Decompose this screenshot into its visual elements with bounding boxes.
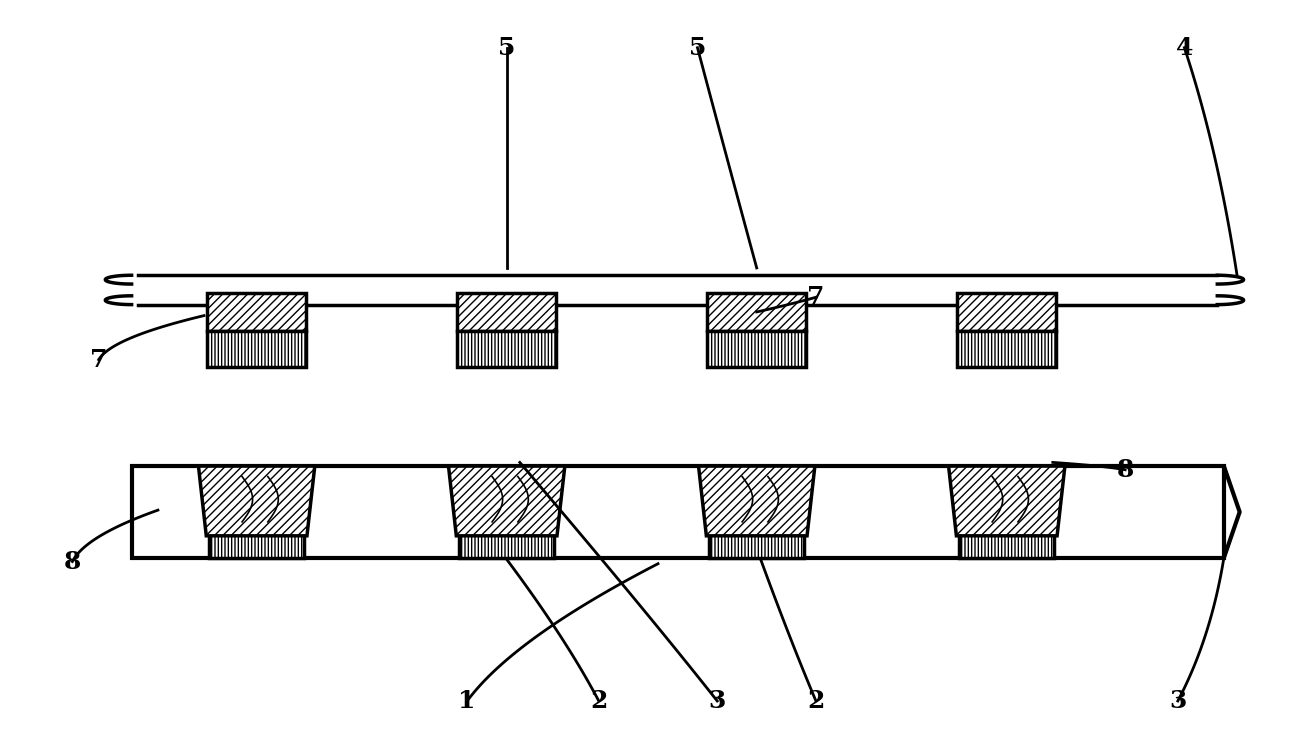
Bar: [709, 515, 804, 558]
Bar: [958, 293, 1055, 331]
Text: 5: 5: [688, 36, 707, 59]
Text: 8: 8: [1116, 458, 1134, 482]
Polygon shape: [199, 466, 315, 536]
Bar: [959, 515, 1054, 558]
Bar: [708, 293, 805, 331]
Bar: [132, 466, 1224, 558]
Text: 8: 8: [63, 550, 82, 573]
Bar: [208, 293, 305, 331]
Text: 3: 3: [708, 689, 726, 713]
Polygon shape: [699, 466, 815, 536]
Bar: [209, 515, 304, 558]
Text: 7: 7: [89, 348, 108, 371]
Text: 2: 2: [590, 689, 608, 713]
Bar: [458, 331, 555, 366]
Bar: [459, 515, 554, 558]
Text: 1: 1: [458, 689, 476, 713]
Text: 3: 3: [1169, 689, 1187, 713]
Bar: [708, 331, 805, 366]
Text: 4: 4: [1175, 36, 1194, 59]
Bar: [208, 331, 305, 366]
Polygon shape: [449, 466, 565, 536]
Bar: [458, 293, 555, 331]
Bar: [958, 331, 1055, 366]
Text: 7: 7: [807, 286, 825, 309]
Text: 5: 5: [497, 36, 516, 59]
Text: 2: 2: [807, 689, 825, 713]
Polygon shape: [949, 466, 1065, 536]
